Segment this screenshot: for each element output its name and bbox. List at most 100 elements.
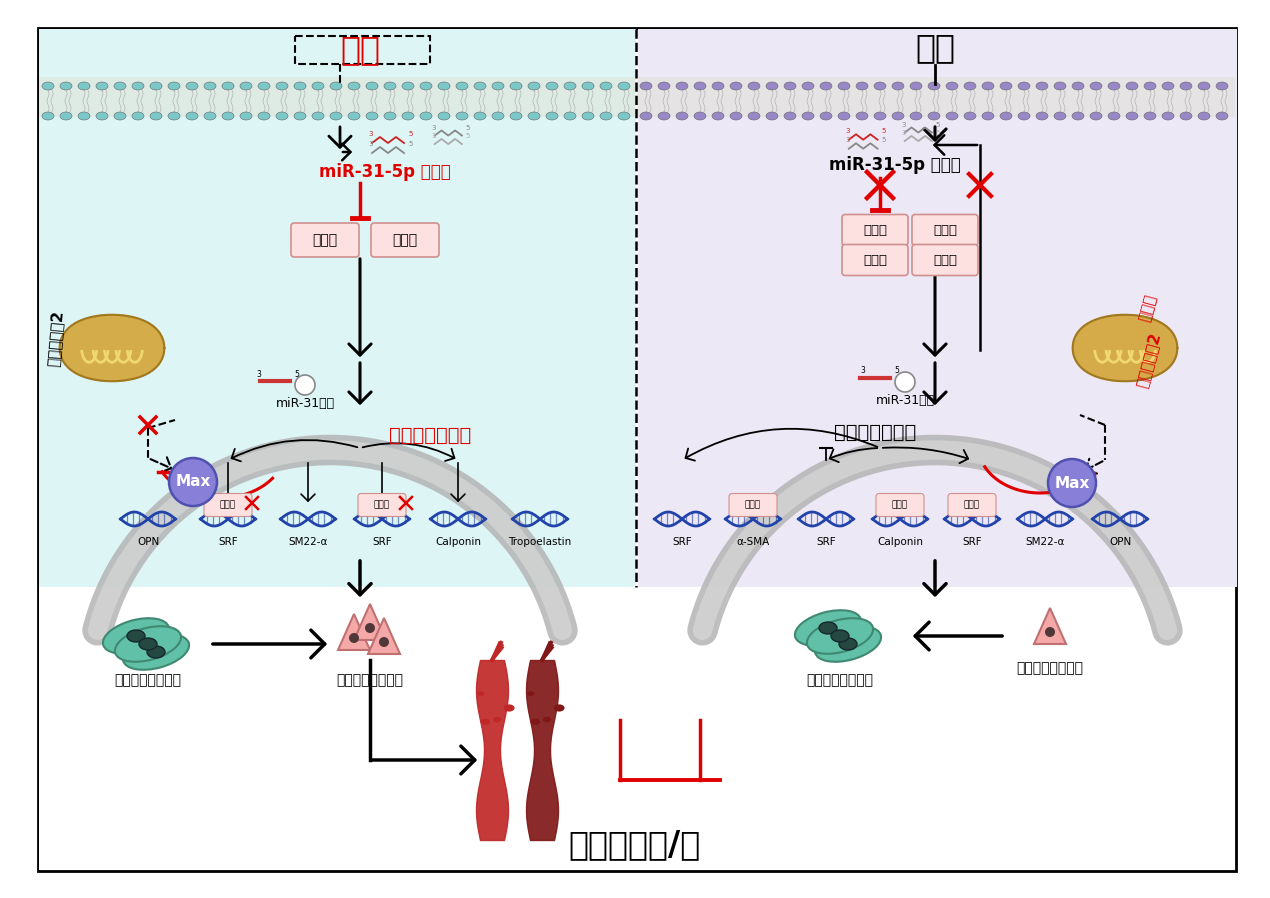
Ellipse shape [820, 112, 832, 120]
Ellipse shape [1126, 112, 1138, 120]
Ellipse shape [42, 82, 55, 90]
Ellipse shape [856, 112, 867, 120]
Ellipse shape [1180, 82, 1193, 90]
Text: 主动脉夹层/瘤: 主动脉夹层/瘤 [569, 829, 701, 861]
Text: 5: 5 [408, 141, 413, 147]
Ellipse shape [528, 82, 540, 90]
Ellipse shape [123, 634, 189, 670]
Text: 乙醛脱氢酶2: 乙醛脱氢酶2 [44, 309, 65, 366]
Text: 3: 3 [257, 370, 260, 379]
Text: Max: Max [1054, 476, 1090, 490]
Ellipse shape [480, 718, 490, 725]
Text: SRF: SRF [218, 537, 237, 547]
Ellipse shape [999, 82, 1012, 90]
Ellipse shape [1162, 112, 1173, 120]
Ellipse shape [964, 82, 977, 90]
Ellipse shape [542, 717, 551, 722]
Text: 应激: 应激 [914, 31, 955, 65]
Ellipse shape [491, 82, 504, 90]
Text: 3: 3 [432, 125, 436, 130]
Text: 心肌素: 心肌素 [312, 233, 338, 247]
Ellipse shape [293, 82, 306, 90]
Ellipse shape [838, 82, 850, 90]
Ellipse shape [1054, 112, 1066, 120]
Text: SRF: SRF [372, 537, 392, 547]
Ellipse shape [491, 112, 504, 120]
Circle shape [1048, 459, 1096, 507]
Text: SRF: SRF [963, 537, 982, 547]
Ellipse shape [795, 611, 861, 646]
Ellipse shape [1107, 112, 1120, 120]
Text: 3: 3 [902, 130, 906, 136]
Ellipse shape [1144, 82, 1156, 90]
Ellipse shape [599, 112, 612, 120]
Text: 5: 5 [894, 366, 899, 375]
Ellipse shape [564, 112, 577, 120]
Text: miR-31前体: miR-31前体 [276, 397, 334, 410]
Ellipse shape [801, 82, 814, 90]
Ellipse shape [820, 82, 832, 90]
Circle shape [895, 372, 914, 392]
Ellipse shape [1019, 82, 1030, 90]
Ellipse shape [1090, 82, 1102, 90]
Text: 收缩型基因下调: 收缩型基因下调 [389, 426, 471, 445]
FancyBboxPatch shape [947, 494, 996, 516]
Ellipse shape [999, 112, 1012, 120]
Ellipse shape [1215, 112, 1228, 120]
Circle shape [295, 375, 315, 395]
Ellipse shape [511, 82, 522, 90]
Ellipse shape [856, 82, 867, 90]
Text: 3: 3 [902, 121, 906, 128]
Ellipse shape [946, 112, 958, 120]
Ellipse shape [1090, 112, 1102, 120]
Text: Calponin: Calponin [878, 537, 923, 547]
Text: Calponin: Calponin [436, 537, 481, 547]
Text: SRF: SRF [672, 537, 692, 547]
Ellipse shape [658, 82, 671, 90]
Ellipse shape [312, 82, 324, 90]
Ellipse shape [132, 112, 144, 120]
Text: 5: 5 [935, 130, 940, 136]
Ellipse shape [839, 638, 857, 650]
Ellipse shape [582, 82, 594, 90]
Ellipse shape [222, 112, 234, 120]
Ellipse shape [1180, 112, 1193, 120]
Text: 3: 3 [860, 366, 865, 375]
Ellipse shape [258, 82, 271, 90]
Text: 5: 5 [408, 131, 413, 137]
Ellipse shape [384, 82, 396, 90]
Text: 分泌型平滑肌细胞: 分泌型平滑肌细胞 [1016, 661, 1083, 675]
Ellipse shape [911, 82, 922, 90]
Ellipse shape [204, 82, 216, 90]
FancyBboxPatch shape [729, 494, 777, 516]
Text: 5: 5 [465, 125, 470, 130]
Text: SRF: SRF [817, 537, 836, 547]
Ellipse shape [348, 112, 359, 120]
Ellipse shape [1198, 82, 1210, 90]
Ellipse shape [456, 82, 469, 90]
Ellipse shape [1036, 82, 1048, 90]
Ellipse shape [258, 112, 271, 120]
Ellipse shape [618, 112, 630, 120]
Ellipse shape [511, 112, 522, 120]
Ellipse shape [168, 82, 180, 90]
FancyBboxPatch shape [912, 244, 978, 276]
Text: 突变的: 突变的 [1137, 293, 1158, 323]
Ellipse shape [474, 82, 486, 90]
Text: SM22-α: SM22-α [288, 537, 328, 547]
FancyBboxPatch shape [842, 244, 908, 276]
Ellipse shape [531, 718, 540, 725]
Ellipse shape [168, 112, 180, 120]
Ellipse shape [493, 717, 502, 722]
Ellipse shape [640, 82, 652, 90]
Polygon shape [1034, 608, 1066, 644]
Polygon shape [60, 315, 164, 382]
Ellipse shape [1198, 112, 1210, 120]
Text: 心肌素: 心肌素 [745, 500, 761, 509]
Text: Max: Max [175, 474, 211, 489]
Text: 分泌型平滑肌细胞: 分泌型平滑肌细胞 [337, 673, 404, 687]
Ellipse shape [730, 82, 742, 90]
Ellipse shape [138, 638, 157, 650]
Text: 收缩型平滑肌细胞: 收缩型平滑肌细胞 [114, 673, 182, 687]
Ellipse shape [874, 82, 886, 90]
